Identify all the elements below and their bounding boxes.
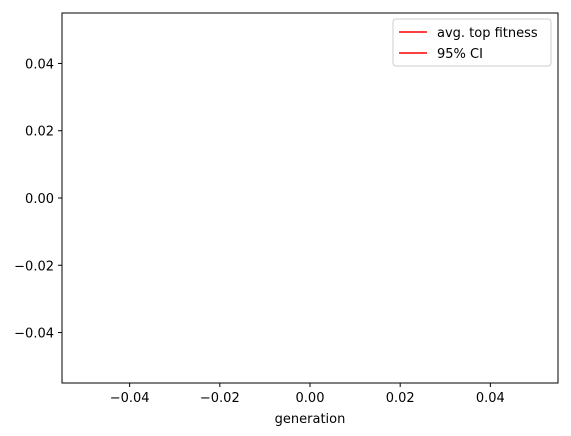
legend-box xyxy=(392,18,552,67)
x-tick-label: 0.04 xyxy=(476,391,505,406)
legend-label: 95% CI xyxy=(437,47,483,62)
y-tick-label: −0.04 xyxy=(14,327,54,342)
legend-label: avg. top fitness xyxy=(437,26,538,41)
y-tick-label: 0.00 xyxy=(25,192,54,207)
y-tick-label: −0.02 xyxy=(14,259,54,274)
legend: avg. top fitness 95% CI xyxy=(392,18,552,67)
x-tick-label: −0.04 xyxy=(110,391,150,406)
y-tick-label: 0.04 xyxy=(25,57,54,72)
y-axis: −0.04 −0.02 0.00 0.02 0.04 xyxy=(14,57,62,342)
x-tick-label: 0.00 xyxy=(296,391,325,406)
x-tick-label: 0.02 xyxy=(386,391,415,406)
plot-area xyxy=(61,12,559,384)
y-tick-label: 0.02 xyxy=(25,125,54,140)
x-axis-label: generation xyxy=(275,412,346,427)
x-axis: −0.04 −0.02 0.00 0.02 0.04 xyxy=(110,383,505,406)
x-tick-label: −0.02 xyxy=(200,391,240,406)
